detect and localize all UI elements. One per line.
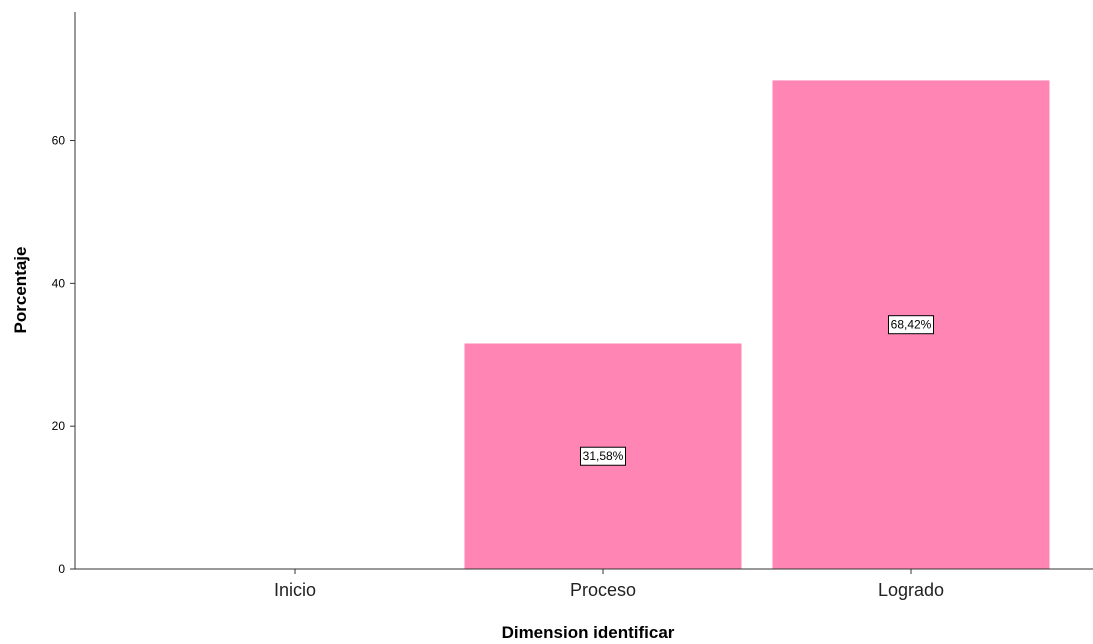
y-axis-title: Porcentaje xyxy=(11,247,30,334)
x-axis-title: Dimension identificar xyxy=(502,623,675,642)
data-labels-group: 31,58% 68,42% xyxy=(579,315,935,466)
data-label-logrado: 68,42% xyxy=(887,315,935,335)
y-tick-label: 40 xyxy=(52,276,66,290)
data-label-proceso: 31,58% xyxy=(579,446,627,466)
x-tick-label-logrado: Logrado xyxy=(878,580,944,600)
bars-group xyxy=(464,80,1050,570)
y-tick-label: 60 xyxy=(52,134,66,148)
x-tick-label-inicio: Inicio xyxy=(274,580,316,600)
y-tick-label: 0 xyxy=(58,562,65,576)
y-axis-ticks: 0 20 40 60 xyxy=(52,134,75,576)
x-axis-category-labels: Inicio Proceso Logrado xyxy=(274,569,944,600)
y-tick-label: 20 xyxy=(52,419,66,433)
data-label-text: 68,42% xyxy=(891,318,932,332)
data-label-text: 31,58% xyxy=(583,449,624,463)
x-tick-label-proceso: Proceso xyxy=(570,580,636,600)
data-label-box xyxy=(887,315,935,335)
data-label-box xyxy=(579,446,627,466)
